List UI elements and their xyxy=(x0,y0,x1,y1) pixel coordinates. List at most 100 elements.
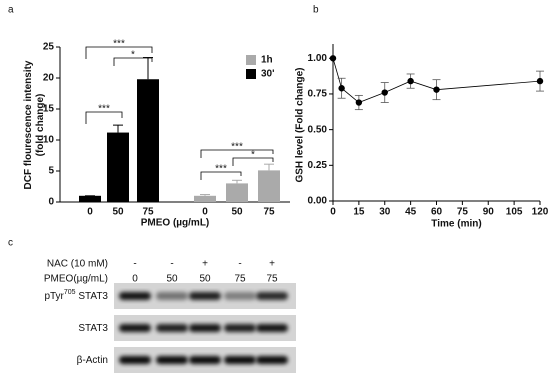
x-tick-label: 90 xyxy=(483,207,495,218)
condition-cell: 50 xyxy=(166,274,178,285)
y-tick-label: 0.00 xyxy=(308,196,328,207)
y-tick-label: 0.75 xyxy=(308,89,328,100)
significance-bracket xyxy=(113,57,153,66)
band-label-part: 705 xyxy=(64,289,76,296)
y-tick-label: 0.50 xyxy=(308,124,328,135)
blot-band xyxy=(224,292,256,300)
blot-band xyxy=(119,356,151,364)
point xyxy=(381,89,388,96)
bar xyxy=(79,195,101,202)
y-tick-label: 0 xyxy=(48,197,54,208)
band-label: β-Actin xyxy=(77,355,108,366)
blot-band xyxy=(156,292,188,300)
x-tick-label: 60 xyxy=(431,207,443,218)
significance-bracket xyxy=(200,149,274,158)
x-tick-label: 75 xyxy=(457,207,469,218)
blot-band xyxy=(119,324,151,332)
y-axis-label-line: (fold change) xyxy=(35,94,46,157)
y-tick-label: 5 xyxy=(48,166,54,177)
x-tick-label: 50 xyxy=(231,207,243,218)
significance-bracket xyxy=(85,46,153,59)
blot-band xyxy=(224,356,256,364)
x-tick-label: 50 xyxy=(112,207,124,218)
bar xyxy=(226,183,248,202)
significance-bracket xyxy=(232,157,274,166)
point xyxy=(338,85,345,92)
significance-bracket xyxy=(200,171,242,180)
blot-band xyxy=(119,292,151,300)
point xyxy=(433,86,440,93)
x-tick-label: 105 xyxy=(506,207,523,218)
panel-letter: b xyxy=(313,5,319,16)
x-tick-label: 120 xyxy=(532,207,549,218)
blot-band xyxy=(256,356,288,364)
x-tick-label: 45 xyxy=(405,207,417,218)
band-label-part: STAT3 xyxy=(76,291,109,302)
legend-swatch xyxy=(246,69,256,79)
legend-label: 1h xyxy=(261,55,273,66)
condition-cell: - xyxy=(238,259,241,270)
x-tick-label: 75 xyxy=(142,207,154,218)
blot-band xyxy=(256,292,288,300)
band-label-part: β-Actin xyxy=(77,355,108,366)
bar xyxy=(107,132,129,202)
condition-cell: 75 xyxy=(266,274,278,285)
condition-cell: - xyxy=(170,259,173,270)
legend-swatch xyxy=(246,55,256,65)
significance-label: * xyxy=(251,150,255,161)
significance-label: *** xyxy=(98,104,110,115)
significance-bracket xyxy=(85,111,123,124)
panel-letter: a xyxy=(8,5,14,16)
band-label-part: STAT3 xyxy=(78,323,108,334)
significance-label: *** xyxy=(215,164,227,175)
y-tick-label: 0.25 xyxy=(308,160,328,171)
bar xyxy=(194,195,216,202)
condition-cell: - xyxy=(133,259,136,270)
point xyxy=(536,77,544,85)
y-axis-label: DCF flourescence intensity(fold change) xyxy=(23,60,46,189)
point xyxy=(355,99,363,106)
point xyxy=(329,55,337,62)
y-axis-label-line: DCF flourescence intensity xyxy=(23,60,34,189)
blot-band xyxy=(189,324,221,332)
y-tick-label: 20 xyxy=(43,73,55,84)
band-label: STAT3 xyxy=(78,323,108,334)
band-label-part: pTyr xyxy=(44,291,64,302)
condition-cell: 50 xyxy=(199,274,211,285)
significance-label: *** xyxy=(231,142,243,153)
significance-label: *** xyxy=(113,39,125,50)
condition-cell: + xyxy=(202,259,208,270)
x-tick-label: 75 xyxy=(263,207,275,218)
band-label: pTyr705 STAT3 xyxy=(44,289,108,302)
condition-label: NAC (10 mM) xyxy=(47,259,108,270)
x-tick-label: 0 xyxy=(202,207,208,218)
blot-band xyxy=(156,324,188,332)
blot-band xyxy=(189,356,221,364)
condition-label: PMEO(µg/mL) xyxy=(44,274,108,285)
x-axis-label: PMEO (µg/mL) xyxy=(141,218,210,229)
blot-band xyxy=(224,324,256,332)
x-tick-label: 0 xyxy=(87,207,93,218)
condition-cell: 0 xyxy=(132,274,138,285)
bar xyxy=(258,170,280,202)
point xyxy=(407,77,414,85)
y-tick-label: 1.00 xyxy=(308,53,328,64)
bar xyxy=(137,79,159,202)
y-tick-label: 15 xyxy=(43,104,55,115)
blot-band xyxy=(256,324,288,332)
condition-cell: + xyxy=(269,259,275,270)
blot-band xyxy=(156,356,188,364)
x-axis-label: Time (min) xyxy=(431,219,481,230)
y-axis-label: GSH level (Fold change) xyxy=(295,67,306,182)
condition-cell: 75 xyxy=(234,274,246,285)
y-tick-label: 25 xyxy=(43,42,55,53)
legend-label: 30' xyxy=(261,69,275,80)
x-tick-label: 30 xyxy=(379,207,391,218)
significance-label: * xyxy=(131,50,135,61)
panel-letter: c xyxy=(8,238,13,249)
x-tick-label: 15 xyxy=(353,207,365,218)
blot-band xyxy=(189,292,221,300)
x-tick-label: 0 xyxy=(330,207,336,218)
